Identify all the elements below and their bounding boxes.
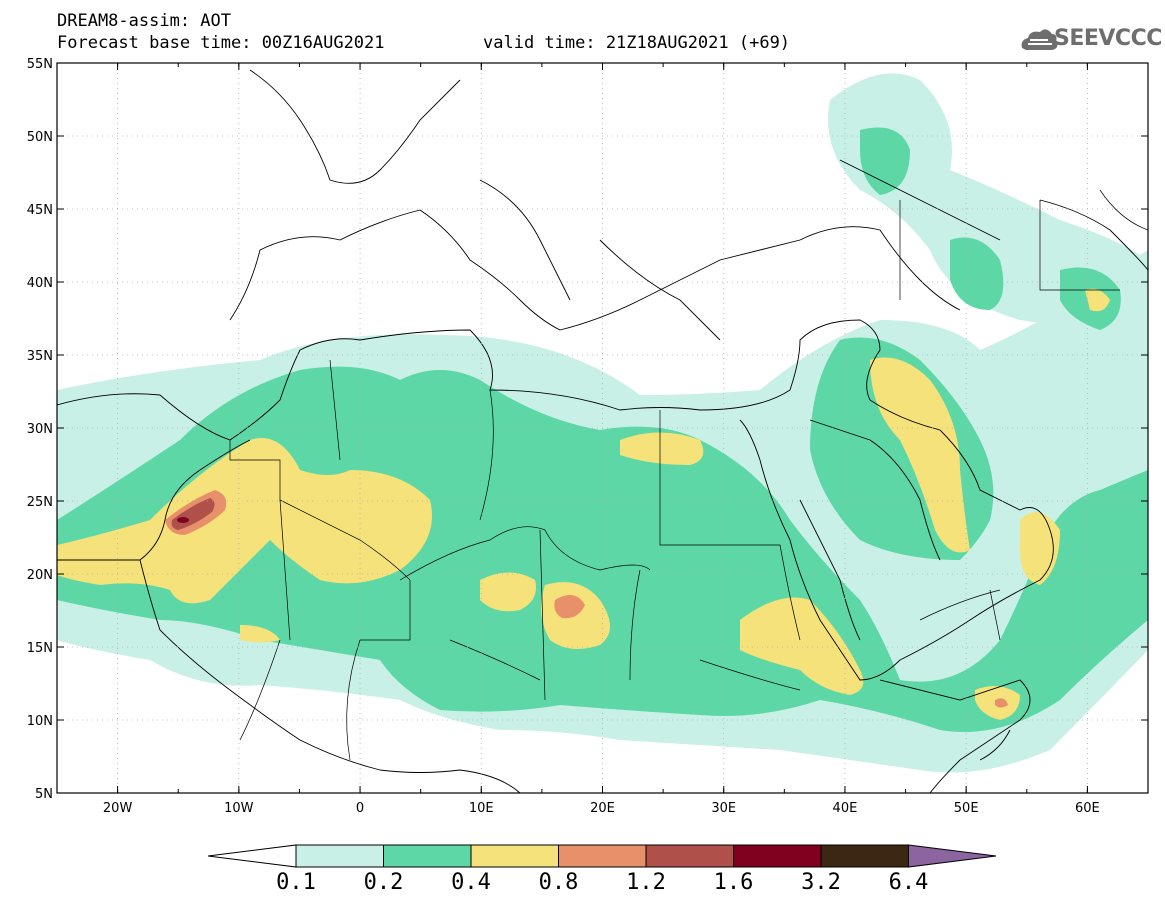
logo-text: SEEVCCC [1054,26,1162,51]
lat-tick-label: 55N [27,57,53,72]
lon-tick-label: 10E [469,801,494,816]
lat-tick-label: 10N [27,714,53,729]
seevccc-cloud-logo-icon [1021,29,1058,50]
lon-tick-label: 20W [103,801,133,816]
axis-ticks [56,62,1149,794]
lon-tick-label: 10W [224,801,254,816]
colorbar-level-label: 0.8 [538,870,579,895]
colorbar-level-label: 1.2 [626,870,666,895]
lon-tick-label: 40E [833,801,858,816]
colorbar [207,844,997,868]
colorbar-level-label: 3.2 [801,870,841,895]
lat-tick-label: 30N [27,422,53,437]
colorbar-high-arrow [908,844,997,868]
lat-lon-grid [57,63,1148,793]
lon-tick-label: 30E [711,801,736,816]
colorbar-swatch [295,844,384,868]
colorbar-swatch [733,844,822,868]
colorbar-low-arrow [207,844,297,868]
lat-tick-label: 25N [27,495,53,510]
lat-tick-label: 50N [27,130,53,145]
colorbar-swatch [558,844,647,868]
colorbar-level-label: 0.2 [363,870,404,895]
aot-band-1.6 [177,517,189,523]
map-title: DREAM8-assim: AOT [57,11,231,31]
lon-tick-label: 50E [954,801,979,816]
lat-tick-label: 45N [27,203,53,218]
colorbar-level-label: 1.6 [713,870,754,895]
lat-tick-label: 40N [27,276,53,291]
lat-tick-label: 5N [35,787,53,802]
aot-shading [57,69,1148,793]
forecast-base-time: Forecast base time: 00Z16AUG2021 [57,33,385,53]
lon-tick-label: 20E [590,801,615,816]
colorbar-level-label: 0.4 [451,870,491,895]
colorbar-swatch [645,844,734,868]
aot-band-0.2 [57,127,1148,732]
lat-tick-label: 35N [27,349,53,364]
lon-tick-label: 0 [356,801,364,816]
colorbar-swatch [383,844,472,868]
lat-tick-label: 15N [27,641,53,656]
coastlines [57,69,1148,793]
valid-time: valid time: 21Z18AUG2021 (+69) [483,33,791,53]
colorbar-swatch [470,844,559,868]
colorbar-level-label: 6.4 [888,870,929,895]
colorbar-level-label: 0.1 [276,870,316,895]
axis-tick-labels: 20W 10W 0 10E 20E 30E 40E 50E 60E 5N 10N 15N 20N 25N 3… [27,57,1100,816]
lon-tick-label: 60E [1075,801,1100,816]
lat-tick-label: 20N [27,568,53,583]
colorbar-swatch [820,844,909,868]
